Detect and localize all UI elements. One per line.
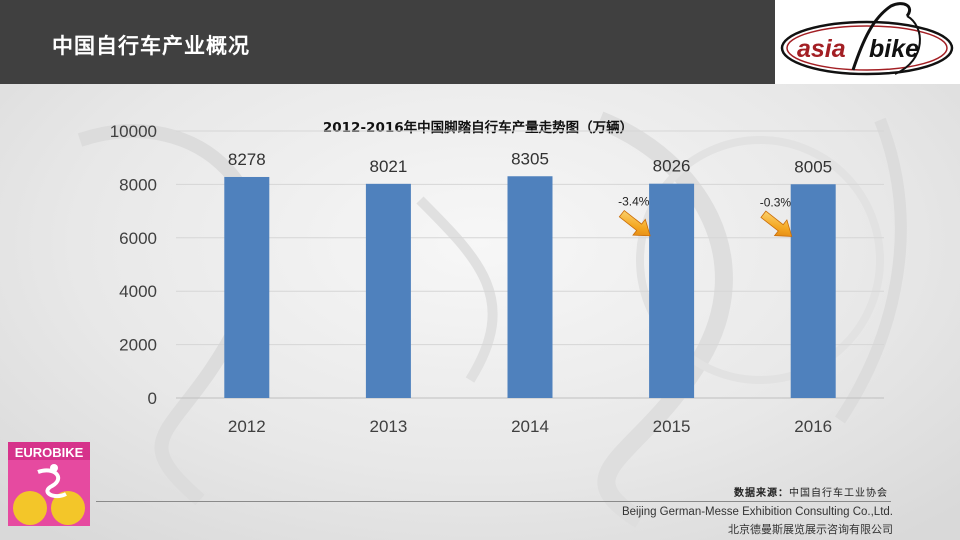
change-annotation: -3.4% — [618, 195, 650, 209]
y-tick-label: 2000 — [119, 336, 157, 355]
x-tick-label: 2013 — [369, 417, 407, 436]
asiabike-logo: asia bike — [775, 0, 960, 84]
bar-2013 — [365, 183, 411, 398]
y-tick-label: 6000 — [119, 229, 157, 248]
data-label: 8305 — [511, 149, 549, 168]
source-value: 中国自行车工业协会 — [789, 488, 888, 499]
header-bar: 中国自行车产业概况 — [0, 0, 775, 84]
asiabike-logo-right: bike — [869, 35, 919, 63]
asiabike-logo-left: asia — [797, 35, 846, 63]
data-label: 8021 — [369, 157, 407, 176]
x-tick-label: 2014 — [511, 417, 549, 436]
data-source: 数据来源：中国自行车工业协会 — [734, 484, 888, 499]
data-label: 8005 — [794, 157, 832, 176]
chart-title: 2012-2016年中国脚踏自行车产量走势图（万辆） — [323, 119, 633, 136]
data-label: 8026 — [653, 157, 691, 176]
bar-2014 — [507, 176, 553, 398]
trend-arrow-icon — [760, 210, 793, 237]
y-tick-label: 8000 — [119, 175, 157, 194]
y-tick-label: 10000 — [110, 122, 157, 141]
trend-arrow-icon — [618, 209, 651, 237]
y-tick-label: 4000 — [119, 282, 157, 301]
change-annotation: -0.3% — [760, 195, 792, 209]
source-label: 数据来源： — [734, 488, 789, 499]
company-name-en: Beijing German-Messe Exhibition Consulti… — [621, 506, 893, 518]
bar-2016 — [790, 184, 836, 398]
bar-2012 — [224, 176, 270, 398]
x-tick-label: 2015 — [653, 417, 691, 436]
bar-2015 — [649, 183, 695, 398]
company-name-cn: 北京德曼斯展览展示咨询有限公司 — [728, 523, 893, 536]
x-tick-label: 2016 — [794, 417, 832, 436]
page-title: 中国自行车产业概况 — [52, 34, 250, 58]
data-label: 8278 — [228, 150, 266, 169]
footer-divider — [96, 501, 891, 502]
eurobike-logo: EUROBIKE — [8, 442, 90, 526]
y-tick-label: 0 — [148, 389, 157, 408]
x-tick-label: 2012 — [228, 417, 266, 436]
asiabike-logo-art: asia bike — [780, 2, 954, 76]
eurobike-logo-text: EUROBIKE — [15, 445, 84, 460]
